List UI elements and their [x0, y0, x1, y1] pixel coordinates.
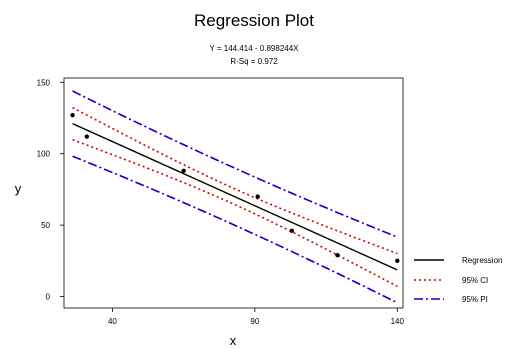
regression-equation: Y = 144.414 - 0.898244X [209, 44, 299, 53]
pi-upper-line [72, 90, 398, 238]
interval-bands [72, 90, 398, 304]
legend-label: 95% CI [462, 276, 488, 285]
chart-title: Regression Plot [194, 11, 314, 30]
pi-lower-line [72, 155, 398, 304]
y-tick-label: 150 [37, 78, 51, 87]
regression-line [72, 122, 398, 271]
r-squared: R-Sq = 0.972 [230, 57, 278, 66]
legend-label: 95% PI [462, 295, 488, 304]
data-point [255, 194, 260, 199]
data-point [289, 228, 295, 234]
ci-lower-line [72, 138, 398, 288]
x-tick-label: 90 [250, 317, 259, 326]
plot-frame [63, 77, 404, 309]
data-point [335, 252, 340, 258]
y-axis: 0 50 100 150 [37, 78, 64, 302]
x-tick-label: 140 [391, 317, 405, 326]
data-point [84, 134, 89, 139]
x-axis-label: x [230, 333, 237, 348]
data-points [70, 112, 400, 264]
data-point [181, 168, 186, 174]
x-tick-label: 40 [108, 317, 117, 326]
data-point [70, 112, 75, 118]
ci-upper-line [72, 106, 398, 255]
regression-line-group [72, 122, 398, 271]
x-axis: 40 90 140 [108, 308, 405, 326]
legend-label: Regression [462, 256, 502, 265]
legend: Regression 95% CI 95% PI [414, 256, 502, 304]
y-tick-label: 0 [46, 293, 51, 302]
y-tick-label: 50 [41, 221, 50, 230]
y-axis-label: y [15, 181, 22, 196]
y-tick-label: 100 [37, 150, 51, 159]
data-point [395, 258, 400, 264]
